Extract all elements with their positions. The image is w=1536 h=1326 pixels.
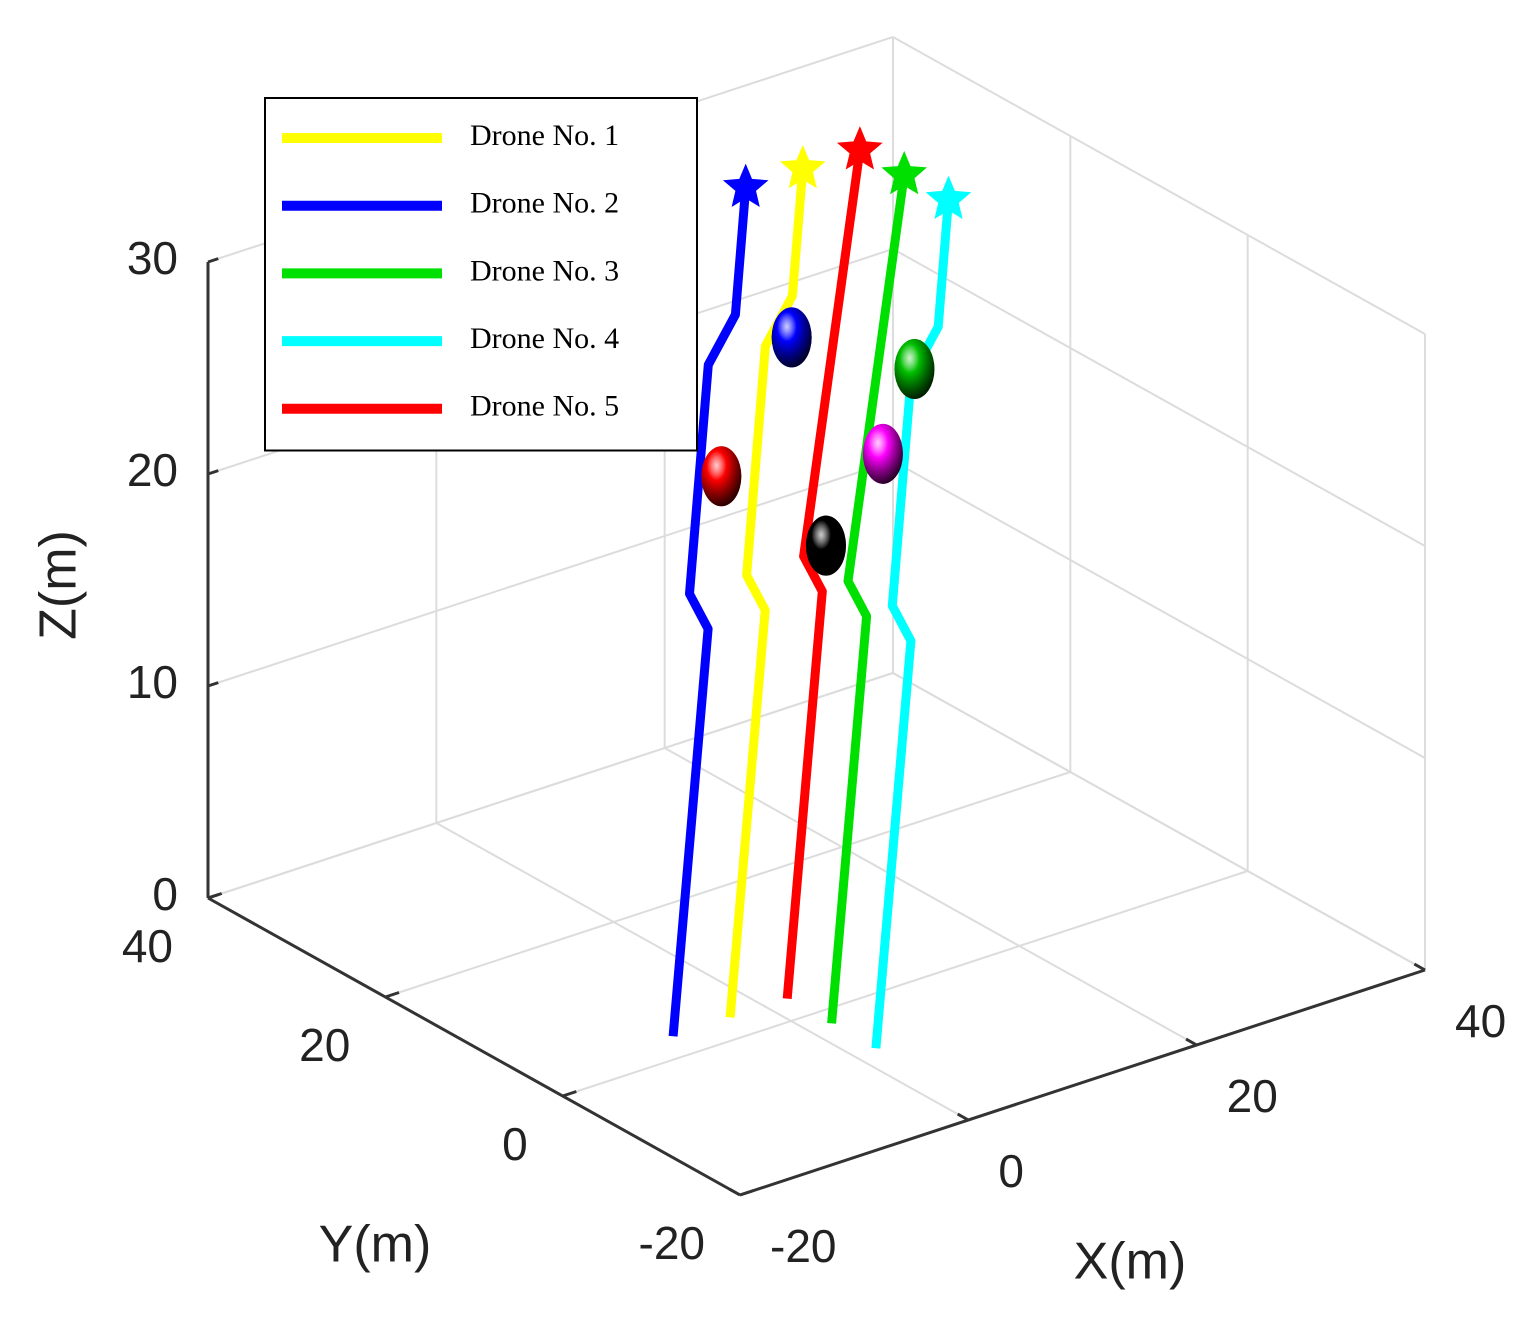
x-tick-label: -20 bbox=[770, 1220, 836, 1272]
legend-label: Drone No. 3 bbox=[470, 254, 619, 287]
x-tick-label: 0 bbox=[998, 1145, 1024, 1197]
end-star bbox=[925, 175, 972, 219]
z-tick-label: 30 bbox=[127, 232, 178, 284]
end-star bbox=[779, 144, 826, 189]
obstacle-shade bbox=[805, 515, 846, 576]
legend-label: Drone No. 2 bbox=[470, 187, 619, 220]
y-axis-line bbox=[207, 896, 741, 1197]
x-tick-label: 40 bbox=[1455, 995, 1506, 1047]
legend: Drone No. 1 Drone No. 2 Drone No. 3 Drone N… bbox=[264, 97, 698, 452]
legend-label: Drone No. 4 bbox=[470, 322, 619, 355]
z-axis-title: Z(m) bbox=[30, 530, 88, 640]
z-tick-label: 10 bbox=[127, 656, 178, 708]
trajectory bbox=[668, 187, 751, 1037]
y-tick-mark bbox=[562, 1090, 577, 1098]
obstacle-shade bbox=[862, 423, 903, 484]
y-tick-mark bbox=[384, 991, 400, 999]
grid-line bbox=[892, 36, 1426, 335]
grid-line bbox=[207, 672, 894, 899]
trajectory bbox=[827, 174, 909, 1024]
x-tick-label: 20 bbox=[1227, 1070, 1278, 1122]
end-star bbox=[722, 163, 769, 207]
grid-line bbox=[562, 870, 1248, 1097]
end-star bbox=[837, 126, 883, 170]
obstacle-shade bbox=[771, 307, 812, 368]
y-tick-label: 20 bbox=[299, 1019, 350, 1071]
obstacle-shade bbox=[701, 446, 742, 507]
x-axis-line bbox=[739, 968, 1426, 1197]
legend-label: Drone No. 1 bbox=[470, 119, 619, 152]
y-axis-title: Y(m) bbox=[319, 1216, 432, 1274]
grid-line bbox=[892, 460, 1426, 759]
x-axis-title: X(m) bbox=[1074, 1233, 1187, 1291]
z-tick-mark bbox=[207, 469, 219, 476]
y-tick-label: 40 bbox=[122, 920, 173, 972]
grid-line bbox=[207, 460, 894, 687]
trajectory bbox=[871, 199, 953, 1049]
z-tick-label: 20 bbox=[127, 444, 178, 496]
grid-line bbox=[892, 672, 1426, 971]
grid bbox=[207, 36, 1426, 1196]
obstacle-shade bbox=[894, 339, 935, 400]
z-tick-mark bbox=[207, 257, 219, 264]
grid-line bbox=[435, 822, 969, 1121]
trajectory bbox=[782, 149, 865, 999]
z-tick-label: 0 bbox=[152, 868, 178, 920]
y-tick-label: 0 bbox=[502, 1118, 528, 1170]
plot-area bbox=[668, 126, 972, 1049]
trajectory bbox=[725, 168, 808, 1018]
end-star bbox=[881, 150, 927, 195]
z-tick-mark bbox=[207, 681, 219, 688]
grid-line bbox=[385, 771, 1071, 998]
y-tick-label: -20 bbox=[639, 1217, 705, 1269]
legend-label: Drone No. 5 bbox=[470, 390, 619, 423]
grid-line bbox=[892, 248, 1426, 547]
